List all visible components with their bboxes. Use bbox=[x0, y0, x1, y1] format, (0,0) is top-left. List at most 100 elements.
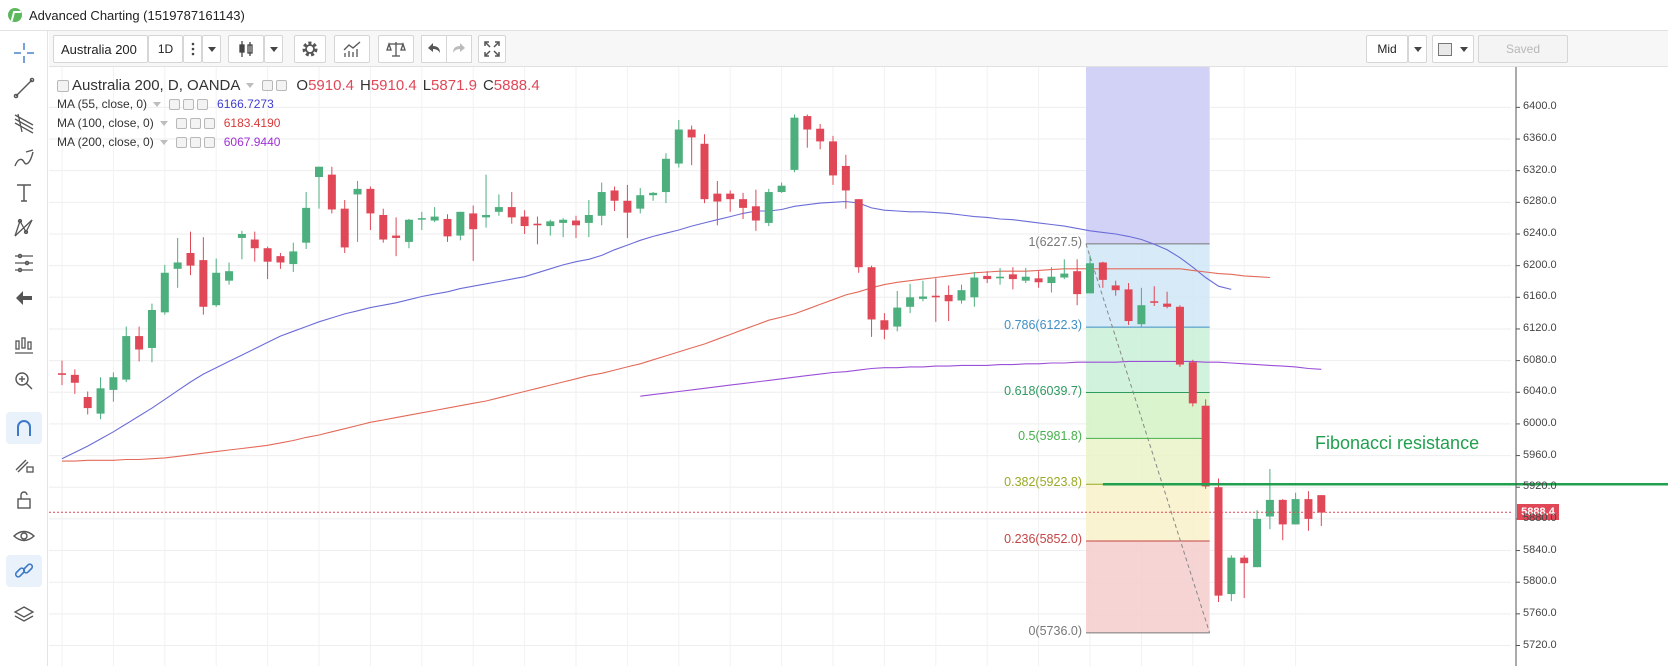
fib-level-label: 0.236(5852.0) bbox=[1004, 532, 1082, 547]
ma200-value: 6067.9440 bbox=[223, 135, 281, 149]
measure-tool-button[interactable] bbox=[6, 247, 42, 279]
settings-icon[interactable] bbox=[189, 136, 201, 148]
collapse-icon[interactable] bbox=[57, 79, 69, 92]
remove-icon[interactable] bbox=[203, 136, 215, 148]
candle-body bbox=[379, 214, 388, 240]
chevron-down-icon[interactable] bbox=[159, 120, 168, 126]
chart-pane[interactable]: Australia 200, D, OANDA O 5910.4 H 5910.4 … bbox=[49, 67, 1668, 666]
settings-icon[interactable] bbox=[183, 98, 195, 110]
visibility-icon[interactable] bbox=[169, 98, 181, 110]
candle-body bbox=[649, 192, 658, 196]
candle-body bbox=[250, 239, 259, 249]
chart-legend-main: Australia 200, D, OANDA O 5910.4 H 5910.4 … bbox=[57, 77, 540, 94]
fib-level-label: 0(5736.0) bbox=[1028, 623, 1082, 638]
indicators-button[interactable] bbox=[334, 35, 370, 63]
candle-body bbox=[404, 219, 413, 242]
price-axis-label: 5720.0 bbox=[1523, 638, 1557, 651]
price-mode-dropdown-button[interactable] bbox=[1408, 35, 1427, 63]
redo-button[interactable] bbox=[446, 35, 472, 63]
candle-body bbox=[122, 336, 131, 380]
fib-level-label: 0.786(6122.3) bbox=[1004, 318, 1082, 333]
chart-type-button[interactable] bbox=[228, 35, 264, 63]
candle-body bbox=[1034, 278, 1043, 283]
settings-icon[interactable] bbox=[276, 80, 288, 91]
unlock-icon bbox=[17, 491, 31, 509]
high-value: 5910.4 bbox=[370, 77, 417, 94]
remove-icon[interactable] bbox=[203, 117, 215, 129]
chevron-down-icon[interactable] bbox=[153, 101, 162, 107]
price-mode-select[interactable]: Mid bbox=[1366, 35, 1408, 63]
magnet-icon bbox=[17, 420, 31, 436]
zoom-tool-button[interactable] bbox=[6, 365, 42, 397]
text-icon bbox=[17, 184, 31, 202]
price-axis-label: 6200.0 bbox=[1523, 258, 1557, 271]
unlock-button[interactable] bbox=[6, 484, 42, 516]
candle-body bbox=[1317, 495, 1326, 513]
lock-drawing-button[interactable] bbox=[6, 448, 42, 480]
pattern-tool-button[interactable] bbox=[6, 212, 42, 244]
crosshair-tool-button[interactable] bbox=[6, 37, 42, 69]
remove-icon[interactable] bbox=[197, 98, 209, 110]
save-button[interactable]: Saved bbox=[1478, 35, 1568, 63]
candle-body bbox=[186, 252, 195, 266]
ma-series-line bbox=[62, 268, 1270, 462]
candle-body bbox=[315, 166, 323, 178]
candle-body bbox=[469, 213, 478, 230]
eye-button[interactable] bbox=[6, 520, 42, 552]
back-arrow-button[interactable] bbox=[6, 282, 42, 314]
indicators-tool-button[interactable] bbox=[6, 329, 42, 361]
candle-body bbox=[687, 129, 696, 138]
candle-body bbox=[1008, 274, 1017, 280]
settings-button[interactable] bbox=[294, 35, 326, 63]
candle-body bbox=[276, 256, 285, 263]
candle-body bbox=[1021, 276, 1030, 281]
candle-body bbox=[559, 219, 568, 223]
ma-series-line bbox=[61, 200, 1232, 460]
interval-menu-button[interactable] bbox=[183, 35, 202, 63]
symbol-search-input[interactable]: Australia 200 bbox=[53, 35, 148, 63]
ma200-legend: MA (200, close, 0) 6067.9440 bbox=[57, 135, 280, 149]
fullscreen-button[interactable] bbox=[478, 35, 506, 63]
pitchfork-tool-button[interactable] bbox=[6, 107, 42, 139]
link-button[interactable] bbox=[6, 555, 42, 587]
candle-body bbox=[1163, 303, 1172, 307]
candle-body bbox=[610, 190, 619, 201]
visibility-icon[interactable] bbox=[175, 136, 187, 148]
compare-button[interactable] bbox=[378, 35, 414, 63]
settings-icon[interactable] bbox=[189, 117, 201, 129]
interval-button[interactable]: 1D bbox=[148, 35, 183, 63]
candles-icon bbox=[239, 41, 253, 57]
layers-button[interactable] bbox=[6, 599, 42, 631]
brush-tool-button[interactable] bbox=[6, 142, 42, 174]
chart-toolbar: Australia 200 1D Mid Saved bbox=[49, 31, 1668, 67]
chevron-down-icon[interactable] bbox=[246, 83, 255, 88]
candle-body bbox=[803, 116, 812, 130]
candle-body bbox=[1111, 285, 1120, 291]
magnet-tool-button[interactable] bbox=[6, 412, 42, 444]
visibility-icon[interactable] bbox=[262, 80, 274, 91]
candle-body bbox=[983, 275, 992, 280]
candle-body bbox=[1201, 405, 1210, 487]
measure-icon bbox=[15, 253, 33, 273]
fib-zone bbox=[1086, 484, 1210, 542]
indicators-icon bbox=[15, 337, 33, 354]
interval-dropdown-button[interactable] bbox=[202, 35, 221, 63]
candle-body bbox=[1291, 499, 1300, 525]
candle-body bbox=[135, 336, 144, 350]
candle-body bbox=[1253, 518, 1262, 568]
chevron-down-icon[interactable] bbox=[159, 139, 168, 145]
visibility-icon[interactable] bbox=[175, 117, 187, 129]
candle-body bbox=[636, 195, 645, 209]
chart-type-dropdown-button[interactable] bbox=[264, 35, 283, 63]
text-tool-button[interactable] bbox=[6, 177, 42, 209]
trend-line-tool-button[interactable] bbox=[6, 72, 42, 104]
ma55-legend: MA (55, close, 0) 6166.7273 bbox=[57, 97, 274, 111]
candle-body bbox=[1214, 487, 1223, 596]
undo-button[interactable] bbox=[421, 35, 447, 63]
indicators-icon bbox=[343, 41, 361, 57]
layout-button[interactable] bbox=[1432, 35, 1474, 63]
candle-body bbox=[1265, 499, 1274, 517]
price-chart[interactable] bbox=[49, 67, 1668, 666]
candle-body bbox=[160, 272, 169, 313]
candle-body bbox=[1124, 289, 1133, 322]
